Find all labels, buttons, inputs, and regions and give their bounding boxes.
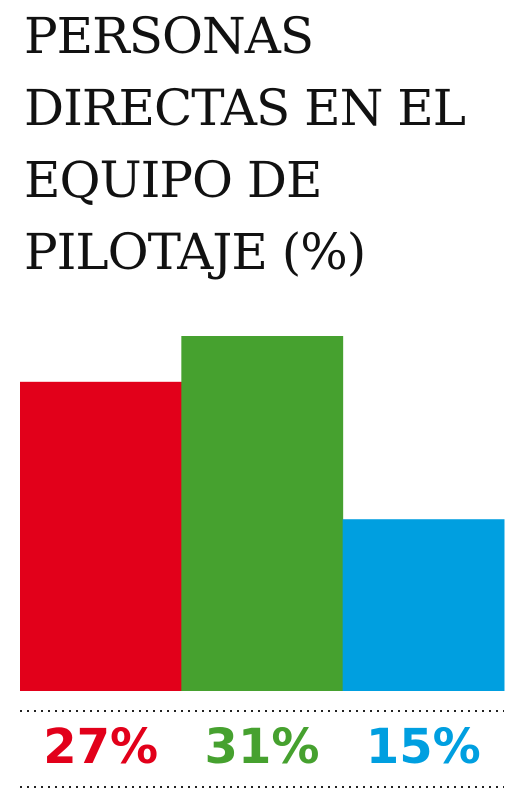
- value-label: 15%: [366, 719, 481, 775]
- value-label: 27%: [43, 719, 158, 775]
- chart-title: PERSONAS DIRECTAS EN EL EQUIPO DE PILOTA…: [24, 7, 466, 281]
- bar: [20, 381, 182, 691]
- bar: [181, 336, 344, 691]
- value-label: 31%: [205, 719, 320, 775]
- bar: [342, 519, 505, 691]
